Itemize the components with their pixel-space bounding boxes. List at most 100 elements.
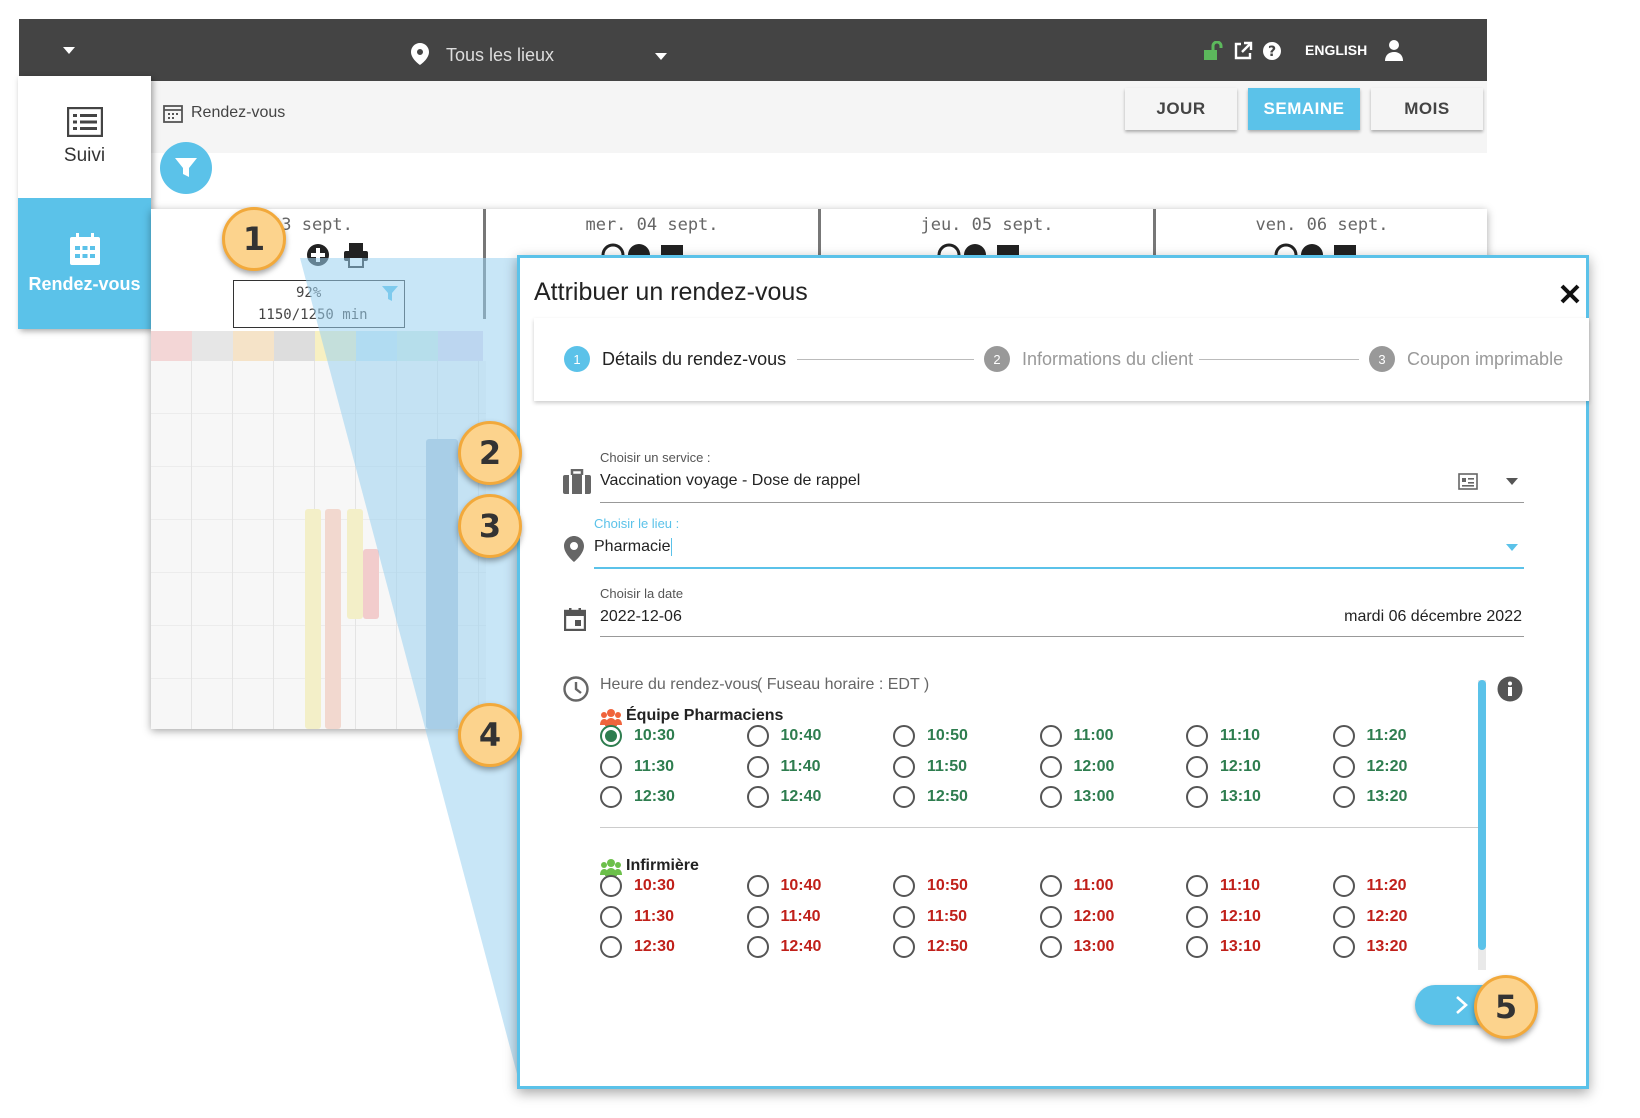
slot-scrollbar-thumb[interactable] — [1478, 680, 1486, 950]
location-select[interactable]: Tous les lieux — [446, 45, 555, 65]
appointment-block[interactable] — [363, 549, 379, 619]
calendar-icon — [69, 233, 100, 265]
time-slot-radio[interactable]: 13:20 — [1332, 936, 1407, 958]
time-slot-radio[interactable]: 12:30 — [600, 786, 675, 808]
menu-caret-icon[interactable] — [63, 47, 75, 54]
location-input[interactable]: Pharmacie — [594, 538, 673, 556]
time-slot-radio[interactable]: 10:50 — [893, 875, 968, 897]
time-slot-radio[interactable]: 12:00 — [1039, 905, 1114, 928]
close-icon[interactable] — [1560, 284, 1580, 304]
time-slot-radio[interactable]: 11:50 — [893, 755, 967, 778]
help-icon[interactable]: ? — [1262, 41, 1282, 61]
time-slot-label: 13:10 — [1220, 788, 1261, 805]
time-slot-label: 13:20 — [1366, 788, 1408, 805]
time-slot-radio[interactable]: 12:10 — [1186, 755, 1261, 778]
time-slot-radio[interactable]: 11:00 — [1039, 875, 1114, 897]
time-slot-radio[interactable]: 11:00 — [1039, 725, 1114, 747]
step-connector — [797, 359, 974, 360]
time-slot-radio[interactable]: 10:40 — [746, 725, 821, 747]
radio-icon — [746, 936, 769, 958]
service-select[interactable]: Vaccination voyage - Dose de rappel — [600, 472, 861, 489]
time-slot-radio[interactable]: 12:10 — [1186, 905, 1261, 928]
radio-icon — [600, 786, 622, 808]
time-slot-radio[interactable]: 12:00 — [1039, 755, 1114, 778]
time-slot-radio[interactable]: 10:40 — [746, 875, 821, 897]
time-slot-label: 11:30 — [634, 907, 675, 925]
staff-row — [151, 331, 483, 361]
time-slot-radio[interactable]: 12:50 — [893, 786, 968, 808]
view-week-button[interactable]: SEMAINE — [1248, 88, 1360, 130]
appointment-block[interactable] — [305, 509, 321, 729]
group-name: Équipe Pharmaciens — [626, 707, 784, 724]
external-link-icon[interactable] — [1233, 41, 1253, 61]
unlock-icon[interactable] — [1202, 41, 1224, 61]
time-slot-radio[interactable]: 11:10 — [1186, 875, 1260, 897]
time-slot-label: 12:50 — [927, 938, 968, 955]
language-toggle[interactable]: ENGLISH — [1305, 42, 1368, 58]
group-separator — [600, 827, 1482, 828]
filter-icon — [175, 158, 197, 177]
time-slot-radio[interactable]: 12:20 — [1332, 755, 1407, 778]
day-label: 03 sept. — [271, 215, 353, 235]
time-slot-radio[interactable]: 13:00 — [1039, 936, 1114, 958]
sidebar-item-rendez-vous[interactable]: Rendez-vous — [18, 198, 151, 329]
radio-icon — [1039, 905, 1062, 928]
time-slot-radio[interactable]: 11:40 — [746, 905, 821, 928]
view-day-button[interactable]: JOUR — [1125, 88, 1237, 130]
time-slot-radio[interactable]: 10:30 — [600, 875, 675, 897]
time-slot-label: 11:10 — [1220, 877, 1261, 894]
service-info-card-icon[interactable] — [1458, 473, 1478, 490]
appointment-block[interactable] — [426, 439, 458, 729]
time-slot-radio[interactable]: 12:40 — [746, 786, 821, 808]
step-2[interactable]: 2 Informations du client — [984, 346, 1193, 372]
time-slot-radio[interactable]: 11:50 — [893, 905, 967, 928]
time-slot-label: 12:50 — [927, 788, 968, 805]
time-slot-radio[interactable]: 11:40 — [746, 755, 821, 778]
time-slot-radio[interactable]: 10:30 — [600, 725, 675, 747]
date-input[interactable]: 2022-12-06 — [600, 608, 682, 625]
radio-icon — [1332, 875, 1355, 897]
add-appointment-icon[interactable] — [306, 243, 330, 267]
time-slot-label: 10:50 — [927, 727, 968, 744]
time-slot-radio[interactable]: 13:00 — [1039, 786, 1114, 808]
capacity-filter-icon[interactable] — [382, 286, 398, 301]
step-1[interactable]: 1 Détails du rendez-vous — [564, 346, 786, 372]
radio-icon — [1186, 875, 1208, 897]
modal-title: Attribuer un rendez-vous — [534, 278, 808, 306]
time-slot-label: 13:10 — [1220, 938, 1261, 955]
time-slot-label: 11:20 — [1366, 727, 1407, 744]
time-slot-radio[interactable]: 13:10 — [1186, 936, 1261, 958]
sidebar-item-suivi[interactable]: Suivi — [18, 76, 151, 198]
time-slot-radio[interactable]: 11:20 — [1332, 725, 1407, 747]
location-caret-icon[interactable] — [1506, 544, 1518, 551]
time-slot-radio[interactable]: 11:30 — [600, 755, 674, 778]
appointment-block[interactable] — [325, 509, 341, 729]
radio-icon — [1332, 755, 1355, 778]
location-caret-icon[interactable] — [655, 53, 667, 60]
time-slot-radio[interactable]: 11:10 — [1186, 725, 1260, 747]
user-icon[interactable] — [1385, 39, 1403, 61]
time-slot-radio[interactable]: 12:20 — [1332, 905, 1407, 928]
time-slot-radio[interactable]: 12:30 — [600, 936, 675, 958]
time-slot-label: 10:30 — [634, 877, 675, 894]
time-slot-radio[interactable]: 10:50 — [893, 725, 968, 747]
time-slot-radio[interactable]: 12:50 — [893, 936, 968, 958]
step-3[interactable]: 3 Coupon imprimable — [1369, 346, 1563, 372]
service-caret-icon[interactable] — [1506, 478, 1518, 485]
time-slot-radio[interactable]: 11:20 — [1332, 875, 1407, 897]
filter-button[interactable] — [160, 142, 212, 194]
day-actions-icon[interactable] — [1274, 243, 1374, 257]
radio-icon — [1039, 755, 1062, 778]
appointment-block[interactable] — [347, 509, 363, 619]
time-slot-radio[interactable]: 12:40 — [746, 936, 821, 958]
time-slot-radio[interactable]: 11:30 — [600, 905, 675, 928]
view-month-button[interactable]: MOIS — [1371, 88, 1483, 130]
location-label: Choisir le lieu : — [594, 516, 680, 531]
time-slot-radio[interactable]: 13:10 — [1186, 786, 1261, 808]
date-label: Choisir la date — [600, 586, 684, 601]
print-icon[interactable] — [343, 242, 369, 268]
time-slot-label: 11:00 — [1073, 877, 1114, 894]
time-slot-radio[interactable]: 13:20 — [1332, 786, 1408, 808]
info-icon[interactable] — [1497, 676, 1523, 702]
radio-icon — [600, 936, 622, 958]
